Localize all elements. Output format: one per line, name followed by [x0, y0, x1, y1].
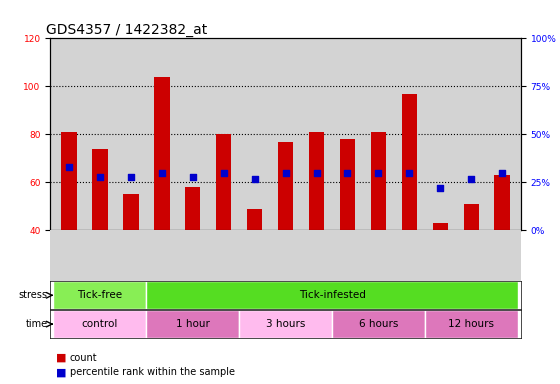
Text: control: control: [82, 319, 118, 329]
Bar: [247, 209, 263, 230]
Bar: [464, 204, 479, 230]
Bar: [340, 139, 355, 230]
Bar: [146, 310, 239, 338]
Text: time: time: [25, 319, 48, 329]
Text: Tick-infested: Tick-infested: [298, 290, 366, 300]
Bar: [154, 77, 170, 230]
Text: count: count: [70, 353, 97, 363]
Bar: [123, 194, 139, 230]
Point: [188, 174, 197, 180]
Bar: [239, 310, 332, 338]
Text: 3 hours: 3 hours: [266, 319, 305, 329]
Text: 6 hours: 6 hours: [359, 319, 398, 329]
Point: [219, 170, 228, 176]
Text: GDS4357 / 1422382_at: GDS4357 / 1422382_at: [46, 23, 207, 37]
Bar: [54, 310, 146, 338]
Point: [64, 164, 73, 170]
Text: ■: ■: [56, 353, 67, 363]
Bar: [92, 149, 108, 230]
Point: [157, 170, 166, 176]
Point: [498, 170, 507, 176]
Point: [405, 170, 414, 176]
Bar: [146, 281, 517, 309]
Bar: [185, 187, 200, 230]
Text: Tick-free: Tick-free: [77, 290, 123, 300]
Bar: [216, 134, 231, 230]
Bar: [278, 142, 293, 230]
Bar: [309, 132, 324, 230]
Point: [436, 185, 445, 191]
Point: [374, 170, 383, 176]
Text: stress: stress: [18, 290, 48, 300]
Bar: [371, 132, 386, 230]
Text: percentile rank within the sample: percentile rank within the sample: [70, 367, 235, 377]
Point: [343, 170, 352, 176]
Point: [312, 170, 321, 176]
Text: 12 hours: 12 hours: [449, 319, 494, 329]
Bar: [494, 175, 510, 230]
Bar: [332, 310, 425, 338]
Text: 1 hour: 1 hour: [176, 319, 209, 329]
Point: [95, 174, 104, 180]
Text: ■: ■: [56, 367, 67, 377]
Bar: [425, 310, 517, 338]
Point: [281, 170, 290, 176]
Bar: [433, 223, 448, 230]
Point: [467, 175, 476, 182]
Point: [250, 175, 259, 182]
Bar: [54, 281, 146, 309]
Point: [127, 174, 136, 180]
Bar: [402, 94, 417, 230]
Bar: [61, 132, 77, 230]
